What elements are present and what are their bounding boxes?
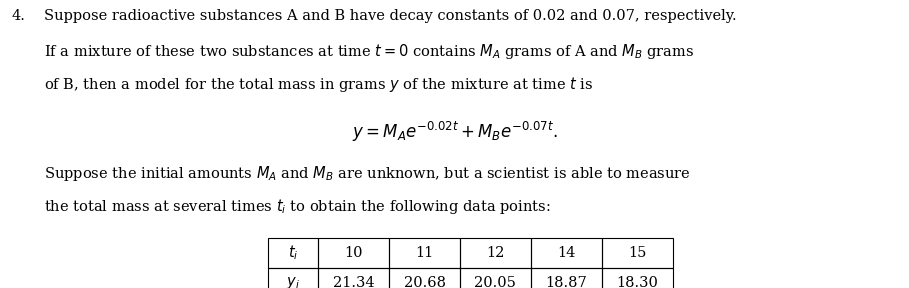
Text: 18.87: 18.87 xyxy=(545,276,587,288)
Bar xyxy=(602,238,673,268)
Bar xyxy=(389,238,460,268)
Text: 20.68: 20.68 xyxy=(404,276,445,288)
Text: Suppose the initial amounts $M_A$ and $M_B$ are unknown, but a scientist is able: Suppose the initial amounts $M_A$ and $M… xyxy=(44,164,691,183)
Text: 18.30: 18.30 xyxy=(616,276,658,288)
Text: $t_i$: $t_i$ xyxy=(288,243,298,262)
Bar xyxy=(531,268,602,288)
Text: If a mixture of these two substances at time $t = 0$ contains $M_A$ grams of A a: If a mixture of these two substances at … xyxy=(44,42,694,61)
Bar xyxy=(318,238,389,268)
Bar xyxy=(460,268,531,288)
Text: 20.05: 20.05 xyxy=(474,276,516,288)
Text: 21.34: 21.34 xyxy=(333,276,375,288)
Text: 4.: 4. xyxy=(12,9,25,23)
Bar xyxy=(389,268,460,288)
Text: of B, then a model for the total mass in grams $y$ of the mixture at time $t$ is: of B, then a model for the total mass in… xyxy=(44,75,594,94)
Text: 10: 10 xyxy=(345,246,363,260)
Text: 12: 12 xyxy=(486,246,504,260)
Bar xyxy=(268,268,318,288)
Bar xyxy=(318,268,389,288)
Text: the total mass at several times $t_i$ to obtain the following data points:: the total mass at several times $t_i$ to… xyxy=(44,198,550,216)
Text: 11: 11 xyxy=(415,246,434,260)
Text: $y = M_A e^{-0.02t} + M_B e^{-0.07t}.$: $y = M_A e^{-0.02t} + M_B e^{-0.07t}.$ xyxy=(352,120,557,144)
Bar xyxy=(602,268,673,288)
Bar xyxy=(460,238,531,268)
Text: Suppose radioactive substances A and B have decay constants of 0.02 and 0.07, re: Suppose radioactive substances A and B h… xyxy=(44,9,736,23)
Text: 14: 14 xyxy=(557,246,575,260)
Text: 15: 15 xyxy=(628,246,646,260)
Bar xyxy=(531,238,602,268)
Bar xyxy=(268,238,318,268)
Text: $y_i$: $y_i$ xyxy=(286,275,300,288)
